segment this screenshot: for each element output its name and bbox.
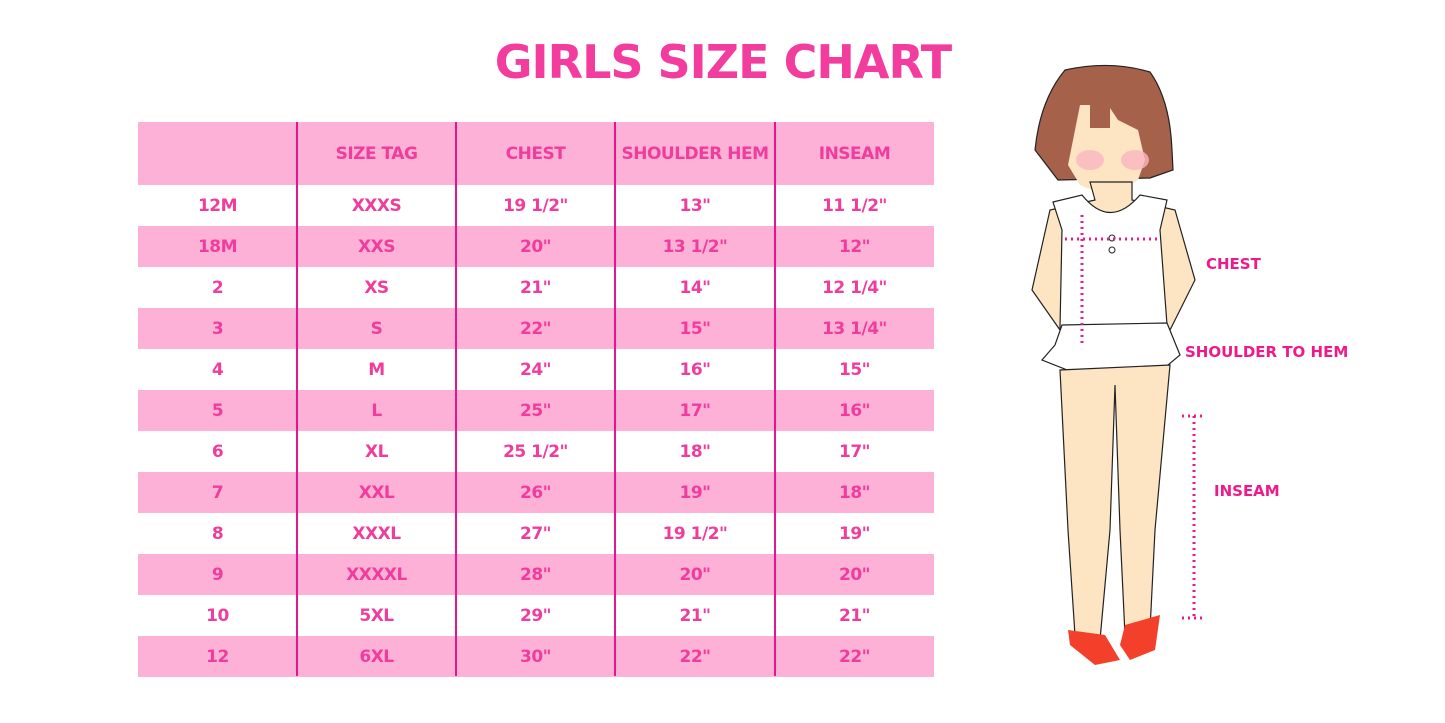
table-cell: 25" — [519, 400, 552, 421]
table-cell: XXS — [358, 236, 395, 257]
chest-label: CHEST — [1206, 255, 1261, 273]
table-row: 12 6XL 30" 22" 22" — [138, 636, 934, 677]
table-cell: 21" — [838, 605, 871, 626]
table-cell: L — [371, 400, 382, 421]
table-cell: 20" — [838, 564, 871, 585]
table-cell: M — [368, 359, 385, 380]
table-cell: 5XL — [359, 605, 394, 626]
table-cell: XXL — [358, 482, 395, 503]
table-cell: 18" — [838, 482, 871, 503]
header-cell: INSEAM — [818, 143, 891, 164]
table-cell: 6 — [211, 441, 224, 462]
table-cell: XS — [364, 277, 389, 298]
table-cell: 27" — [519, 523, 552, 544]
table-cell: 30" — [519, 646, 552, 667]
table-cell: 18" — [679, 441, 711, 462]
table-cell: 7 — [211, 482, 224, 503]
table-cell: 22" — [838, 646, 871, 667]
table-cell: 26" — [519, 482, 552, 503]
table-row: 7 XXL 26" 19" 18" — [138, 472, 934, 513]
table-row: 3 S 22" 15" 13 1/4" — [138, 308, 934, 349]
table-cell: S — [370, 318, 383, 339]
table-header: SIZE TAG CHEST SHOULDER HEM INSEAM — [138, 122, 934, 185]
column-divider — [614, 122, 616, 676]
table-cell: XXXL — [352, 523, 401, 544]
table-cell: 13 1/4" — [822, 318, 887, 339]
table-cell: 9 — [211, 564, 224, 585]
page-title: GIRLS SIZE CHART — [494, 35, 952, 89]
table-cell: 2 — [211, 277, 224, 298]
table-row: 8 XXXL 27" 19 1/2" 19" — [138, 513, 934, 554]
table-cell: 8 — [211, 523, 224, 544]
table-cell: 16" — [838, 400, 871, 421]
table-cell: 12M — [197, 195, 238, 216]
table-cell: 17" — [679, 400, 711, 421]
table-cell: 21" — [519, 277, 552, 298]
table-cell: 11 1/2" — [822, 195, 887, 216]
table-cell: 25 1/2" — [503, 441, 568, 462]
header-cell — [138, 122, 297, 185]
table-cell: 22" — [679, 646, 711, 667]
girl-measurement-illustration: CHEST SHOULDER TO HEM INSEAM — [1020, 60, 1380, 674]
table-row: 4 M 24" 16" 15" — [138, 349, 934, 390]
table-cell: 19 1/2" — [662, 523, 728, 544]
table-cell: 19 1/2" — [503, 195, 568, 216]
shoulder-to-hem-label: SHOULDER TO HEM — [1185, 343, 1349, 361]
table-row: 9 XXXXL 28" 20" 20" — [138, 554, 934, 595]
girl-illustration-icon — [1031, 64, 1202, 665]
size-table: SIZE TAG CHEST SHOULDER HEM INSEAM 12M XXXS 19… — [138, 122, 934, 677]
table-cell: 29" — [519, 605, 552, 626]
table-cell: 15" — [679, 318, 711, 339]
table-cell: 19" — [679, 482, 711, 503]
table-cell: 19" — [838, 523, 871, 544]
table-row: 12M XXXS 19 1/2" 13" 11 1/2" — [138, 185, 934, 226]
table-cell: 6XL — [359, 646, 394, 667]
table-cell: 16" — [679, 359, 711, 380]
table-cell: 5 — [211, 400, 224, 421]
inseam-label: INSEAM — [1214, 482, 1280, 500]
header-cell: SHOULDER HEM — [621, 143, 769, 164]
table-cell: 10 — [206, 605, 229, 626]
table-cell: 3 — [211, 318, 224, 339]
table-cell: XXXS — [351, 195, 402, 216]
table-cell: 20" — [519, 236, 552, 257]
table-cell: XXXXL — [346, 564, 407, 585]
table-cell: 24" — [519, 359, 552, 380]
table-cell: 12 — [206, 646, 229, 667]
table-cell: 22" — [519, 318, 552, 339]
table-cell: 13 1/2" — [662, 236, 728, 257]
table-cell: 15" — [838, 359, 871, 380]
table-row: 5 L 25" 17" 16" — [138, 390, 934, 431]
table-cell: 17" — [838, 441, 871, 462]
header-cell: CHEST — [505, 143, 566, 164]
table-row: 10 5XL 29" 21" 21" — [138, 595, 934, 636]
table-cell: 28" — [519, 564, 552, 585]
header-cell: SIZE TAG — [335, 143, 418, 164]
table-row: 6 XL 25 1/2" 18" 17" — [138, 431, 934, 472]
table-cell: 12 1/4" — [822, 277, 887, 298]
table-cell: 21" — [679, 605, 711, 626]
table-row: 2 XS 21" 14" 12 1/4" — [138, 267, 934, 308]
column-divider — [774, 122, 776, 676]
table-cell: 4 — [211, 359, 224, 380]
table-cell: 20" — [679, 564, 711, 585]
table-cell: 12" — [838, 236, 871, 257]
table-cell: 13" — [679, 195, 711, 216]
table-cell: XL — [365, 441, 388, 462]
table-row: 18M XXS 20" 13 1/2" 12" — [138, 226, 934, 267]
table-cell: 14" — [679, 277, 711, 298]
column-divider — [296, 122, 298, 676]
table-cell: 18M — [197, 236, 238, 257]
column-divider — [455, 122, 457, 676]
